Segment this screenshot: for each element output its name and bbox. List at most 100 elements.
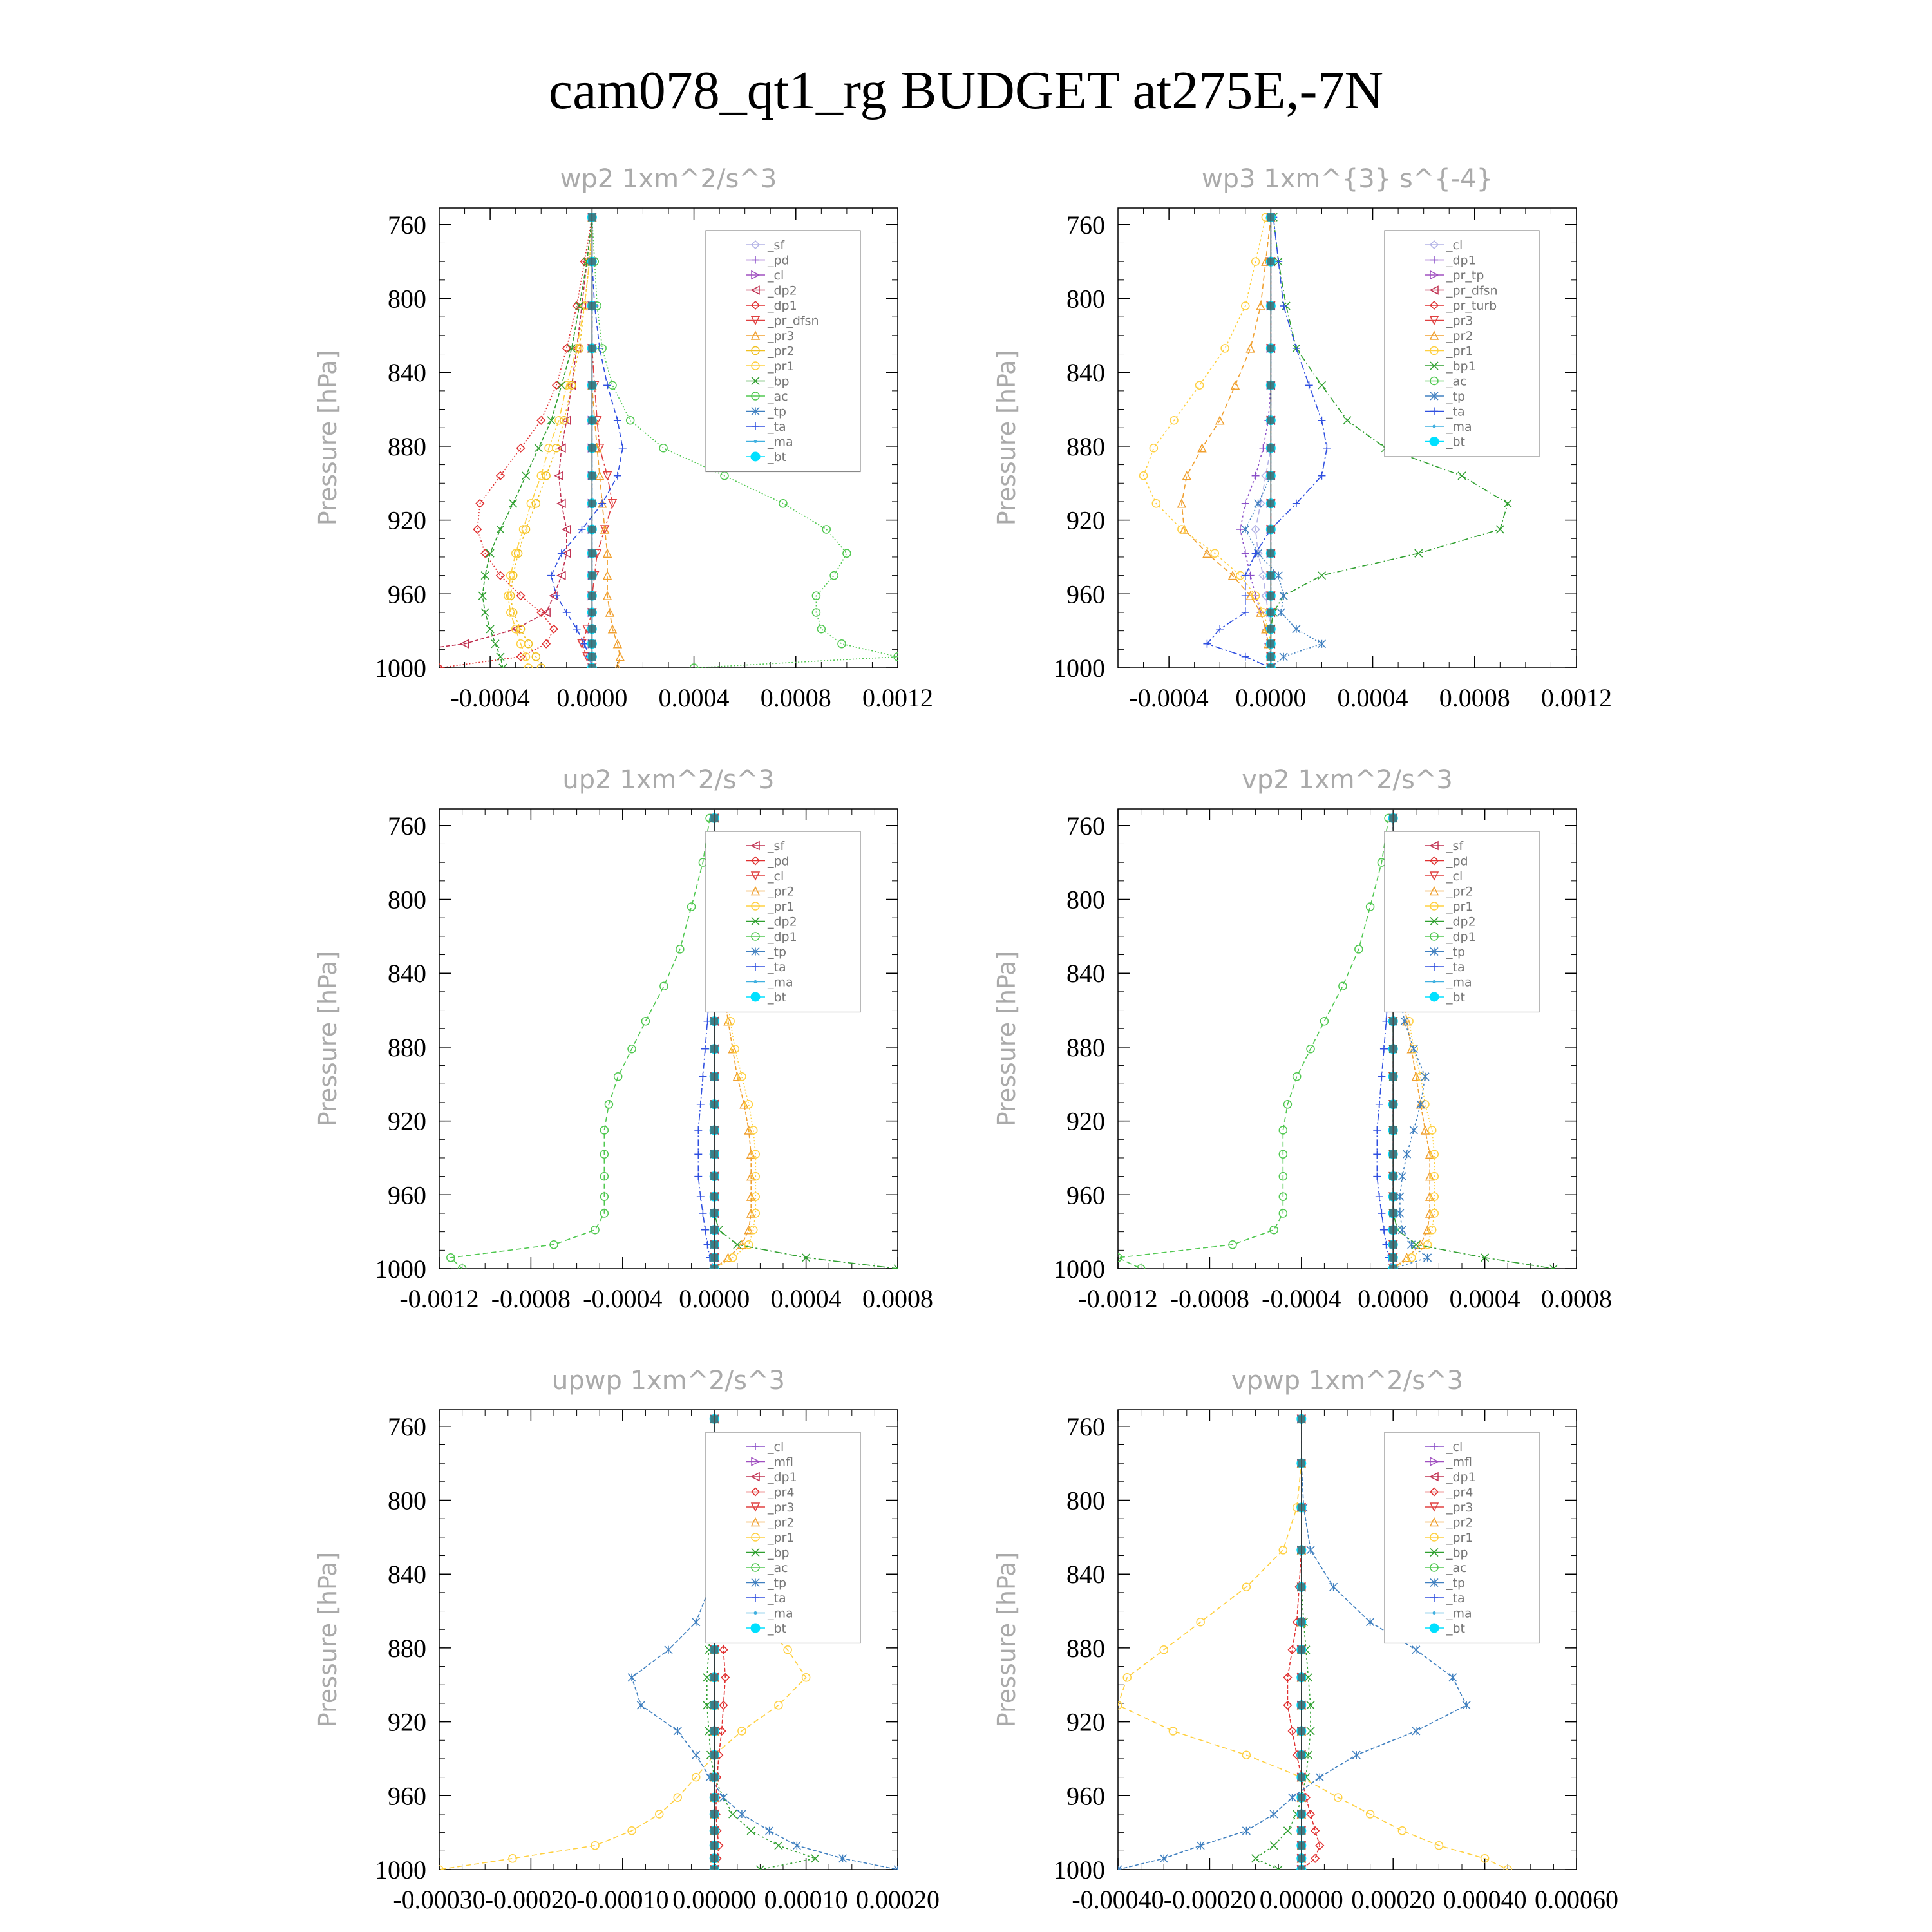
legend-marker	[750, 992, 761, 1002]
y-axis-label: Pressure [hPa]	[314, 350, 342, 526]
legend-label: _pr2	[1446, 885, 1473, 899]
data-point	[580, 639, 589, 648]
data-point	[737, 1240, 747, 1249]
data-point	[459, 639, 469, 649]
series-line	[1181, 217, 1272, 668]
legend-label: _ac	[767, 1561, 788, 1575]
legend-label: _bt	[1446, 990, 1465, 1005]
data-point	[746, 1208, 756, 1218]
y-tick-label: 840	[1066, 1560, 1105, 1589]
series-line	[1206, 217, 1328, 668]
legend-label: _bt	[1446, 1622, 1465, 1636]
data-point	[613, 471, 621, 480]
data-point	[1427, 1126, 1437, 1135]
data-point	[811, 1854, 820, 1863]
data-point	[1420, 1125, 1430, 1135]
legend-marker	[1429, 240, 1439, 250]
zero-marker	[588, 525, 596, 533]
data-point	[719, 1645, 728, 1654]
data-point	[1241, 525, 1250, 534]
data-point	[1549, 1264, 1558, 1269]
zero-marker	[1267, 471, 1275, 480]
data-point	[1256, 607, 1265, 617]
legend-marker	[753, 980, 757, 983]
data-point	[1411, 1072, 1421, 1081]
data-point	[602, 548, 612, 558]
legend-marker	[1430, 1457, 1439, 1466]
data-point	[613, 416, 621, 424]
data-point	[1251, 257, 1260, 266]
y-tick-label: 880	[388, 432, 426, 461]
data-point	[1305, 381, 1313, 390]
legend-label: _pr1	[1446, 345, 1473, 359]
data-point	[737, 1072, 746, 1081]
data-point	[1409, 1045, 1418, 1054]
zero-marker	[588, 471, 596, 480]
chart-panel-5: upwp 1xm^2/s^3 Pressure [hPa] 760 800 840 880…	[314, 1366, 940, 1914]
data-point	[1421, 1072, 1430, 1081]
zero-marker	[1297, 1841, 1305, 1850]
data-point	[1269, 1810, 1278, 1819]
panel-title: vp2 1xm^2/s^3	[1242, 765, 1453, 795]
data-point	[1269, 1226, 1278, 1235]
legend-box	[1384, 1432, 1540, 1644]
panel-title: up2 1xm^2/s^3	[562, 765, 774, 795]
data-point	[726, 1017, 735, 1026]
legend-marker	[1429, 330, 1439, 340]
data-point	[1196, 1841, 1205, 1850]
y-axis-label: Pressure [hPa]	[314, 1552, 342, 1728]
data-point	[283, 664, 290, 672]
zero-marker	[1267, 664, 1275, 668]
data-point	[1400, 1017, 1409, 1026]
data-point	[1279, 591, 1288, 600]
data-point	[1448, 1673, 1457, 1682]
legend-marker	[1429, 856, 1439, 866]
legend-marker	[1432, 980, 1436, 983]
data-point	[829, 571, 838, 580]
data-point	[792, 1841, 801, 1850]
legend-label: _ta	[767, 1591, 786, 1605]
data-point	[1397, 1172, 1406, 1181]
data-point	[1503, 1865, 1512, 1870]
legend-marker	[751, 932, 760, 941]
data-point	[1457, 471, 1466, 480]
data-point	[1430, 1192, 1439, 1201]
zero-marker	[1389, 1045, 1397, 1053]
data-point	[1254, 499, 1263, 508]
data-point	[542, 471, 551, 480]
data-point	[1423, 1253, 1432, 1262]
data-point	[659, 444, 668, 453]
data-point	[536, 663, 545, 668]
data-point	[1216, 625, 1224, 633]
data-point	[744, 1100, 753, 1109]
legend-marker	[752, 963, 759, 971]
data-point	[673, 1727, 682, 1736]
data-point	[636, 1701, 645, 1710]
y-tick-label: 760	[388, 211, 426, 240]
legend-label: _pr_dfsn	[767, 314, 819, 328]
zero-marker	[1297, 1794, 1305, 1802]
data-point	[1241, 549, 1249, 558]
y-tick-label: 880	[1066, 432, 1105, 461]
legend-box	[705, 230, 861, 473]
data-point	[746, 1826, 755, 1835]
zero-marker	[588, 213, 596, 222]
zero-marker	[1297, 1415, 1305, 1423]
legend-marker	[750, 330, 761, 340]
data-point	[811, 608, 821, 617]
data-point	[359, 653, 366, 661]
data-point	[751, 1150, 761, 1159]
zero-marker	[710, 1209, 719, 1217]
x-tick-label: 0.00060	[1535, 1885, 1618, 1914]
data-point	[1406, 1253, 1416, 1262]
legend-label: _pr2	[767, 885, 794, 899]
zero-marker	[588, 664, 596, 668]
legend-marker	[1430, 947, 1439, 956]
data-point	[602, 591, 612, 600]
data-point	[1139, 471, 1148, 480]
y-tick-label: 1000	[1054, 1255, 1105, 1283]
data-point	[554, 416, 564, 425]
data-point	[1118, 1253, 1122, 1262]
data-point	[1227, 570, 1238, 580]
zero-marker	[710, 1150, 719, 1159]
